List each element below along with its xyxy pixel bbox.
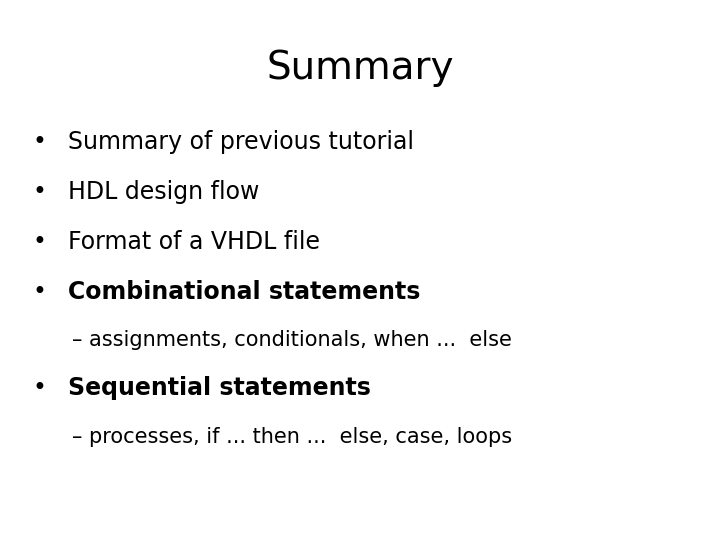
Text: HDL design flow: HDL design flow bbox=[68, 180, 260, 204]
Text: Format of a VHDL file: Format of a VHDL file bbox=[68, 230, 320, 254]
Text: Summary: Summary bbox=[266, 49, 454, 86]
Text: •: • bbox=[32, 230, 46, 254]
Text: Sequential statements: Sequential statements bbox=[68, 376, 372, 400]
Text: – assignments, conditionals, when ...  else: – assignments, conditionals, when ... el… bbox=[72, 330, 512, 350]
Text: •: • bbox=[32, 180, 46, 204]
Text: – processes, if ... then ...  else, case, loops: – processes, if ... then ... else, case,… bbox=[72, 427, 512, 447]
Text: Summary of previous tutorial: Summary of previous tutorial bbox=[68, 130, 415, 153]
Text: Combinational statements: Combinational statements bbox=[68, 280, 420, 304]
Text: •: • bbox=[32, 130, 46, 153]
Text: •: • bbox=[32, 280, 46, 304]
Text: •: • bbox=[32, 376, 46, 400]
